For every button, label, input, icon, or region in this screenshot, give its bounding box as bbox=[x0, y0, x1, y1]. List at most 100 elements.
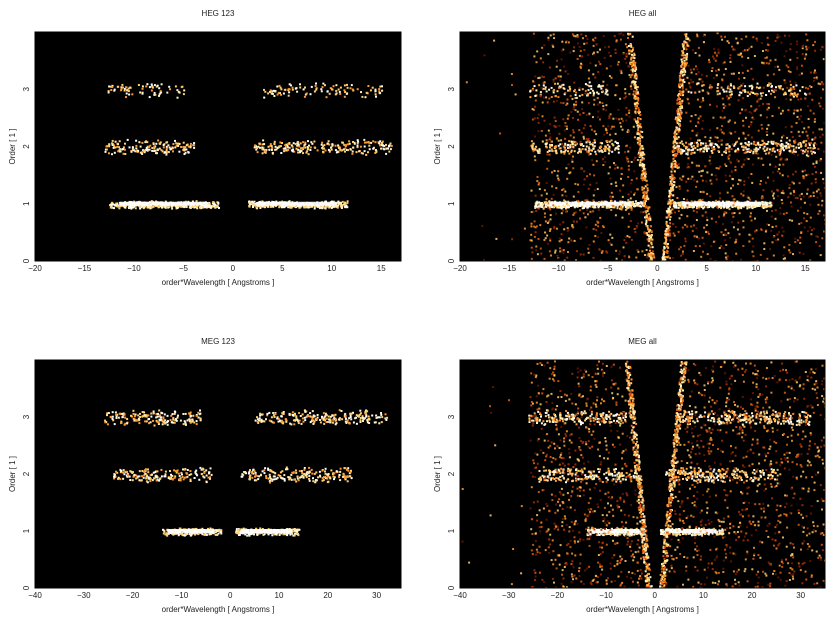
event bbox=[786, 158, 788, 161]
event bbox=[627, 32, 629, 35]
event bbox=[702, 242, 705, 245]
event bbox=[628, 256, 631, 259]
event bbox=[622, 184, 625, 187]
event bbox=[636, 131, 639, 134]
event bbox=[709, 179, 712, 182]
event bbox=[365, 153, 368, 156]
event bbox=[664, 230, 667, 233]
event bbox=[636, 249, 639, 252]
event bbox=[614, 148, 616, 151]
event bbox=[687, 157, 690, 160]
event bbox=[161, 150, 164, 153]
event bbox=[805, 48, 808, 51]
event bbox=[139, 207, 142, 210]
event bbox=[782, 212, 785, 215]
event bbox=[559, 75, 562, 78]
event bbox=[123, 148, 126, 151]
event bbox=[779, 207, 782, 210]
event bbox=[631, 201, 634, 203]
event bbox=[641, 165, 644, 167]
event bbox=[679, 141, 682, 144]
event bbox=[805, 130, 808, 133]
event bbox=[715, 69, 717, 72]
event bbox=[572, 146, 575, 149]
event bbox=[799, 242, 802, 244]
event bbox=[680, 254, 682, 257]
event bbox=[646, 234, 649, 236]
event bbox=[712, 148, 715, 151]
event bbox=[255, 148, 258, 151]
event bbox=[543, 206, 546, 209]
event bbox=[204, 206, 207, 209]
event bbox=[813, 79, 815, 82]
event bbox=[566, 117, 569, 120]
event bbox=[368, 148, 371, 151]
event bbox=[669, 257, 671, 260]
event bbox=[815, 78, 818, 80]
event bbox=[112, 146, 115, 149]
event bbox=[566, 256, 569, 259]
event bbox=[531, 251, 534, 254]
event bbox=[562, 150, 565, 153]
event bbox=[633, 67, 636, 70]
event bbox=[759, 114, 762, 117]
event bbox=[610, 182, 613, 185]
event bbox=[645, 219, 648, 222]
event bbox=[329, 87, 332, 90]
event bbox=[665, 216, 668, 219]
event bbox=[638, 111, 641, 114]
event bbox=[549, 34, 552, 37]
event bbox=[770, 229, 773, 232]
event bbox=[582, 183, 585, 186]
event bbox=[683, 48, 685, 50]
event bbox=[269, 90, 271, 93]
event bbox=[649, 246, 652, 249]
event bbox=[663, 256, 666, 259]
event bbox=[764, 230, 767, 233]
event bbox=[811, 152, 813, 155]
event bbox=[697, 139, 699, 142]
event bbox=[537, 151, 540, 154]
event bbox=[806, 188, 809, 191]
event bbox=[587, 205, 590, 208]
event bbox=[823, 150, 825, 153]
event bbox=[145, 85, 148, 88]
event bbox=[672, 223, 675, 225]
event bbox=[792, 94, 795, 97]
x-tick-label: 5 bbox=[280, 264, 285, 273]
event bbox=[724, 104, 727, 107]
event bbox=[634, 61, 637, 64]
event bbox=[589, 62, 592, 65]
event bbox=[695, 73, 698, 75]
event bbox=[631, 68, 634, 71]
event bbox=[720, 207, 722, 210]
x-axis: −20 −15 −10 −5 0 5 10 15 bbox=[28, 258, 386, 273]
event bbox=[639, 135, 642, 138]
event bbox=[596, 51, 599, 54]
event bbox=[802, 149, 804, 152]
event bbox=[743, 77, 746, 79]
event bbox=[130, 150, 133, 153]
event bbox=[776, 33, 779, 36]
event bbox=[608, 145, 611, 148]
event bbox=[133, 205, 136, 208]
event bbox=[817, 203, 820, 206]
x-tick-label: 10 bbox=[327, 264, 336, 273]
event bbox=[815, 171, 818, 174]
event bbox=[789, 71, 792, 73]
event bbox=[736, 228, 739, 231]
event bbox=[772, 192, 775, 195]
event bbox=[677, 108, 680, 111]
event bbox=[360, 91, 362, 94]
event bbox=[693, 200, 696, 203]
event bbox=[137, 84, 140, 86]
event bbox=[822, 88, 824, 91]
event bbox=[542, 96, 545, 99]
event bbox=[134, 150, 137, 153]
event bbox=[640, 126, 643, 129]
event bbox=[619, 69, 622, 72]
event bbox=[701, 84, 704, 87]
event bbox=[764, 57, 767, 59]
event bbox=[771, 202, 774, 204]
event bbox=[641, 171, 644, 174]
